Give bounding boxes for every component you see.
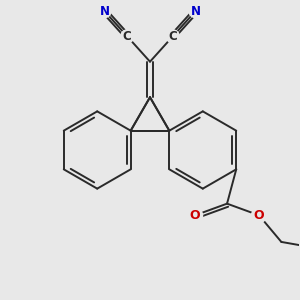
Circle shape — [188, 208, 203, 223]
Text: C: C — [123, 30, 132, 43]
Circle shape — [166, 30, 179, 43]
Text: N: N — [100, 4, 110, 18]
Circle shape — [189, 4, 202, 18]
Text: C: C — [168, 30, 177, 43]
Text: O: O — [190, 209, 200, 222]
Text: N: N — [190, 4, 200, 18]
Circle shape — [98, 4, 111, 18]
Text: O: O — [254, 209, 264, 222]
Circle shape — [121, 30, 134, 43]
Circle shape — [252, 208, 266, 223]
